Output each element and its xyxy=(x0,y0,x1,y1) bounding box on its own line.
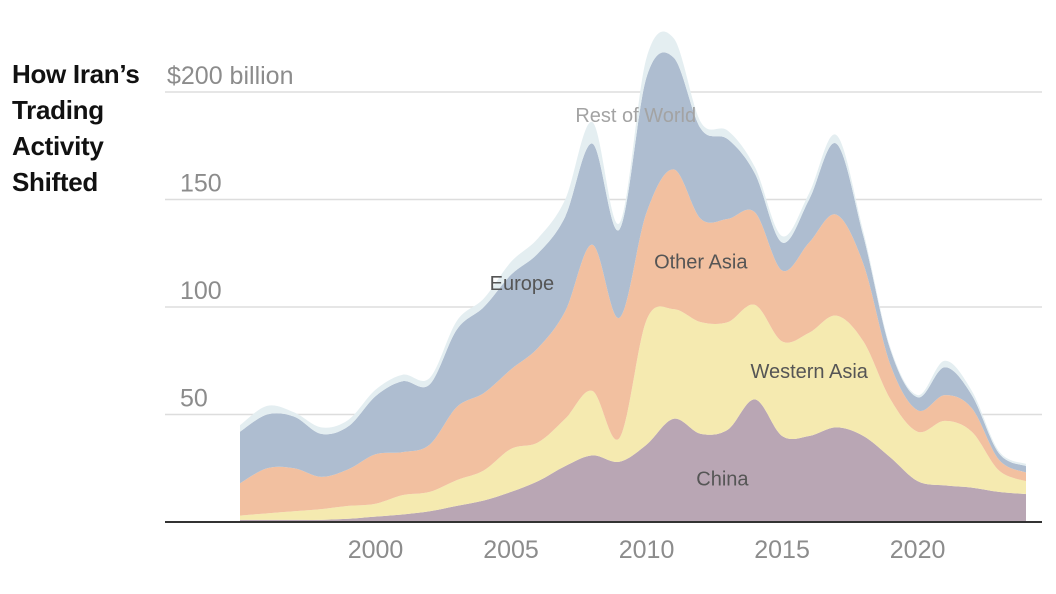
y-tick-label: 150 xyxy=(180,170,222,198)
x-tick-label: 2010 xyxy=(619,536,675,564)
series-label-other-asia: Other Asia xyxy=(654,251,748,273)
y-tick-label: 50 xyxy=(180,385,208,413)
area-rest-of-world xyxy=(240,31,1026,467)
x-tick-label: 2015 xyxy=(754,536,810,564)
area-western-asia xyxy=(240,304,1026,520)
x-tick-label: 2005 xyxy=(483,536,539,564)
area-china xyxy=(240,399,1026,522)
x-tick-label: 2020 xyxy=(890,536,946,564)
y-tick-label: 100 xyxy=(180,277,222,305)
area-other-asia xyxy=(240,169,1026,516)
series-label-rest-of-world: Rest of World xyxy=(575,105,696,127)
series-label-europe: Europe xyxy=(490,273,555,295)
series-label-western-asia: Western Asia xyxy=(750,361,868,383)
series-label-china: China xyxy=(696,468,749,490)
area-europe xyxy=(240,52,1026,484)
y-tick-label: $200 billion xyxy=(167,62,294,90)
x-tick-label: 2000 xyxy=(348,536,404,564)
chart-title: How Iran’s Trading Activity Shifted xyxy=(12,59,140,197)
